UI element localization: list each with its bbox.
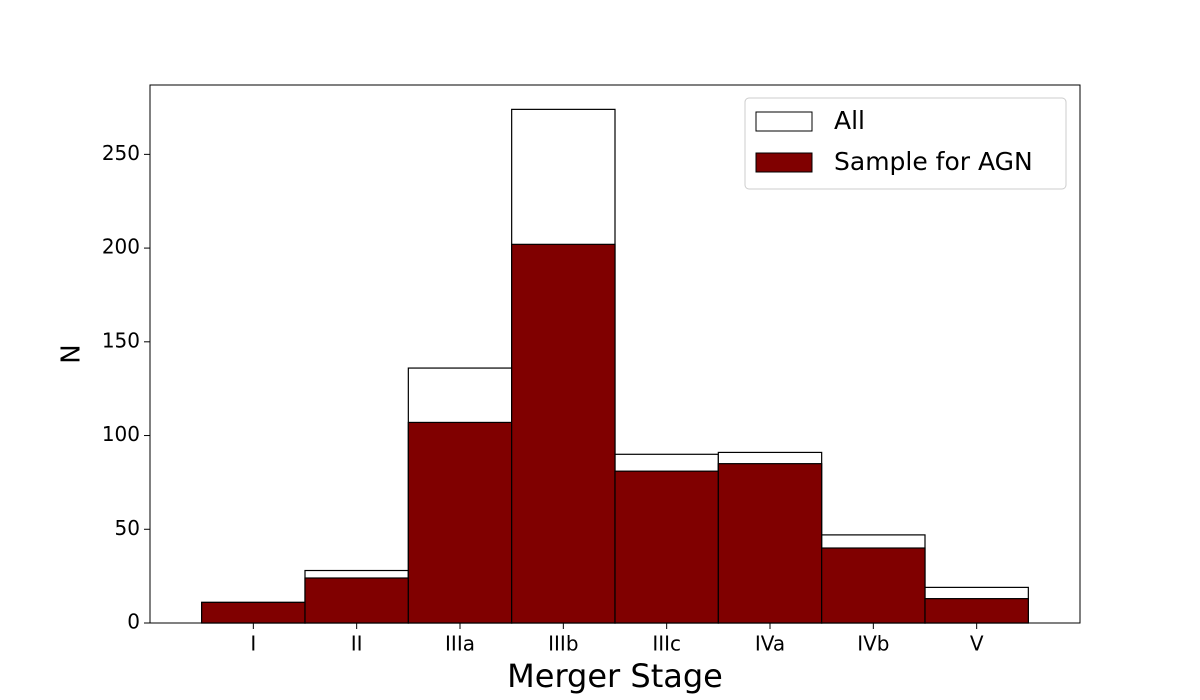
legend-label: All [834,106,865,135]
legend-swatch [755,111,813,132]
y-tick-label: 100 [102,422,140,446]
bar [304,577,409,624]
bar [614,470,719,624]
x-tick-label: IIIb [548,632,578,656]
bar [511,243,616,624]
x-tick-label: IVa [755,632,785,656]
legend-box [744,97,1067,190]
bar [201,601,306,624]
x-tick-label: II [351,632,363,656]
bar [924,598,1029,624]
y-tick-label: 150 [102,328,140,352]
legend-label: Sample for AGN [834,147,1033,176]
y-tick-label: 50 [115,516,140,540]
bar [407,421,513,624]
x-axis-label: Merger Stage [507,657,723,695]
y-tick-label: 250 [102,141,140,165]
x-tick-label: I [250,632,256,656]
y-tick-label: 0 [127,610,140,634]
bar [821,547,926,624]
x-tick-label: IIIa [445,632,475,656]
legend-swatch [755,152,813,173]
y-tick-label: 200 [102,235,140,259]
bar [717,463,823,624]
y-axis-label: N [57,344,87,363]
x-tick-label: IVb [857,632,889,656]
x-tick-label: IIIc [652,632,681,656]
x-tick-label: V [970,632,984,656]
plot-frame [149,84,1081,624]
